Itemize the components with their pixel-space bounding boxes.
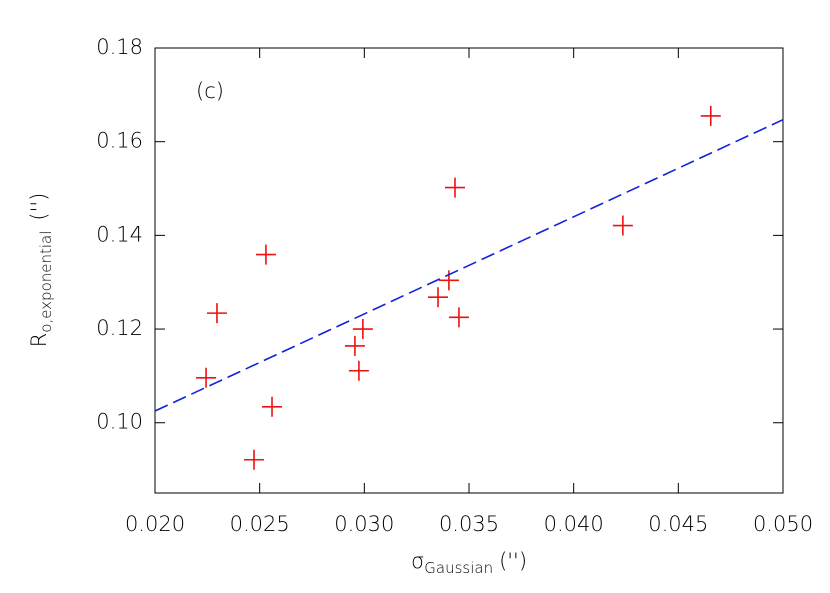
x-tick-label: 0.050 [753, 512, 813, 536]
data-point [348, 360, 369, 381]
y-label-sub: o,exponential [37, 231, 55, 333]
x-tick-label: 0.030 [334, 512, 394, 536]
data-point [262, 396, 283, 417]
annotation: (c) [196, 79, 224, 103]
data-point [444, 177, 465, 198]
data-point [438, 270, 459, 291]
y-tick-label: 0.12 [96, 316, 143, 340]
y-tick-label: 0.18 [96, 35, 143, 59]
y-tick-label: 0.14 [96, 222, 143, 246]
x-tick-label: 0.045 [648, 512, 708, 536]
data-point [244, 449, 265, 470]
x-tick-label: 0.035 [439, 512, 499, 536]
fit-line [154, 118, 784, 412]
plot-frame [154, 47, 784, 494]
data-point [612, 215, 633, 236]
x-tick-label: 0.020 [125, 512, 185, 536]
x-label-sub: Gaussian [424, 559, 493, 577]
y-tick-label: 0.10 [96, 410, 143, 434]
x-label-symbol: σ [411, 549, 424, 573]
x-tick-label: 0.040 [544, 512, 604, 536]
x-label-unit: ('') [499, 549, 527, 573]
x-axis-label: σGaussian ('') [411, 549, 527, 577]
data-point [700, 105, 721, 126]
y-label-unit: ('') [27, 193, 51, 221]
y-axis-label: Ro,exponential ('') [27, 193, 55, 348]
y-tick-label: 0.16 [96, 129, 143, 153]
x-tick-label: 0.025 [230, 512, 290, 536]
data-point [196, 367, 217, 388]
data-point [344, 335, 365, 356]
y-label-symbol: R [27, 333, 51, 348]
data-point [352, 319, 373, 340]
data-point [448, 307, 469, 328]
data-point [255, 244, 276, 265]
data-point [428, 287, 449, 308]
data-point [206, 303, 227, 324]
